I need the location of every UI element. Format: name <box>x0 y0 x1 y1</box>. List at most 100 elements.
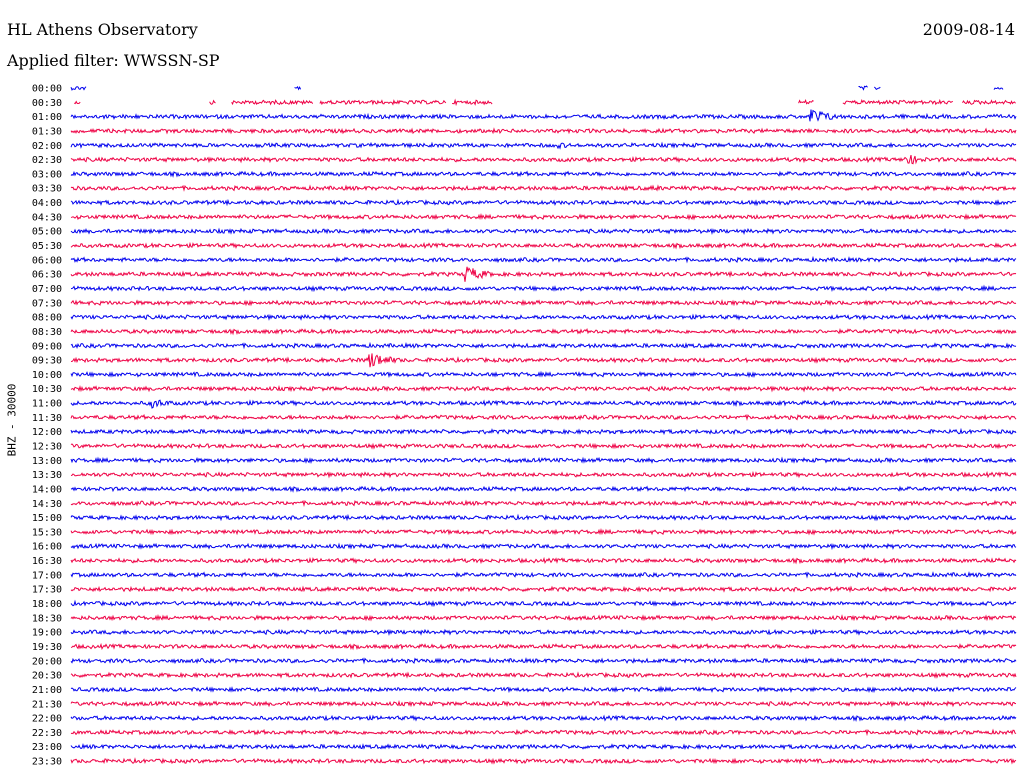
trace-row <box>70 485 1017 493</box>
row-time-label: 15:00 <box>32 513 62 524</box>
trace-row <box>70 700 1017 708</box>
row-time-label: 23:30 <box>32 757 62 768</box>
trace-row <box>70 198 1017 207</box>
row-time-label: 02:00 <box>32 141 62 152</box>
row-time-label: 02:30 <box>32 155 62 166</box>
row-time-label: 06:00 <box>32 255 62 266</box>
trace-row <box>70 212 1017 221</box>
trace-row <box>70 456 1017 464</box>
trace-row <box>70 642 1017 651</box>
trace-row <box>70 127 1017 135</box>
trace-row <box>70 757 1017 765</box>
row-time-label: 12:30 <box>32 442 62 453</box>
trace-row <box>70 353 1017 368</box>
filter-label: Applied filter: WWSSN-SP <box>7 51 220 70</box>
trace-row <box>70 656 1017 665</box>
row-time-label: 18:30 <box>32 613 62 624</box>
trace-row <box>70 399 1017 409</box>
trace-row <box>70 141 1017 150</box>
row-time-label: 13:00 <box>32 456 62 467</box>
row-time-label: 17:30 <box>32 585 62 596</box>
row-time-label: 10:00 <box>32 370 62 381</box>
row-time-label: 22:30 <box>32 728 62 739</box>
trace-row <box>70 313 1016 321</box>
trace-row <box>70 255 1017 264</box>
row-time-label: 03:00 <box>32 169 62 180</box>
trace-row <box>70 513 1017 522</box>
trace-row <box>70 542 1017 551</box>
trace-row <box>70 628 1017 636</box>
row-time-label: 11:00 <box>32 399 62 410</box>
row-time-label: 18:00 <box>32 599 62 610</box>
trace-row <box>70 284 1017 293</box>
row-time-label: 07:00 <box>32 284 62 295</box>
trace-row <box>70 413 1017 421</box>
trace-row <box>70 556 1017 565</box>
trace-row <box>70 170 1017 178</box>
row-time-label: 23:00 <box>32 742 62 753</box>
row-time-label: 19:30 <box>32 642 62 653</box>
trace-row <box>70 184 1017 192</box>
trace-row <box>70 671 1017 679</box>
trace-row <box>70 299 1017 307</box>
trace-row <box>70 227 1017 235</box>
row-time-label: 05:00 <box>32 227 62 238</box>
trace-row <box>70 241 1017 250</box>
row-time-label: 14:00 <box>32 484 62 495</box>
row-time-label: 22:00 <box>32 714 62 725</box>
row-time-label: 04:00 <box>32 198 62 209</box>
row-time-label: 01:00 <box>32 112 62 123</box>
trace-row <box>70 85 1004 91</box>
row-time-label: 00:00 <box>32 84 62 95</box>
trace-row <box>70 742 1017 751</box>
trace-row <box>73 98 1016 107</box>
trace-row <box>70 714 1017 722</box>
trace-row <box>70 341 1017 350</box>
trace-row <box>70 470 1017 479</box>
trace-row <box>70 499 1017 507</box>
row-time-label: 09:30 <box>32 356 62 367</box>
trace-row <box>70 154 1017 165</box>
trace-row <box>70 370 1017 379</box>
row-time-label: 17:00 <box>32 570 62 581</box>
trace-row <box>70 427 1017 436</box>
row-time-label: 10:30 <box>32 384 62 395</box>
trace-row <box>70 685 1017 694</box>
row-time-label: 08:30 <box>32 327 62 338</box>
trace-row <box>70 571 1017 579</box>
row-time-label: 21:30 <box>32 699 62 710</box>
row-time-label: 12:00 <box>32 427 62 438</box>
row-time-label: 01:30 <box>32 126 62 137</box>
date-label: 2009-08-14 <box>922 20 1015 39</box>
row-time-label: 20:30 <box>32 671 62 682</box>
row-time-label: 09:00 <box>32 341 62 352</box>
row-time-label: 00:30 <box>32 98 62 109</box>
trace-row <box>70 528 1017 536</box>
row-time-label: 16:30 <box>32 556 62 567</box>
trace-row <box>70 613 1017 622</box>
row-time-label: 06:30 <box>32 270 62 281</box>
row-time-label: 20:00 <box>32 656 62 667</box>
row-time-label: 04:30 <box>32 212 62 223</box>
trace-row <box>70 599 1017 608</box>
station-title: HL Athens Observatory <box>7 20 198 39</box>
row-time-label: 19:00 <box>32 628 62 639</box>
row-time-label: 08:00 <box>32 313 62 324</box>
trace-row <box>70 109 1017 122</box>
row-time-label: 07:30 <box>32 298 62 309</box>
trace-row <box>70 728 1017 737</box>
trace-row <box>70 328 1017 336</box>
row-time-label: 03:30 <box>32 184 62 195</box>
trace-row <box>70 442 1017 450</box>
trace-row <box>70 266 1017 282</box>
row-time-label: 14:30 <box>32 499 62 510</box>
trace-row <box>70 384 1017 393</box>
row-time-label: 15:30 <box>32 527 62 538</box>
row-time-label: 05:30 <box>32 241 62 252</box>
row-time-label: 11:30 <box>32 413 62 424</box>
row-time-label: 21:00 <box>32 685 62 696</box>
row-time-label: 16:00 <box>32 542 62 553</box>
row-time-label: 13:30 <box>32 470 62 481</box>
trace-row <box>70 585 1017 593</box>
